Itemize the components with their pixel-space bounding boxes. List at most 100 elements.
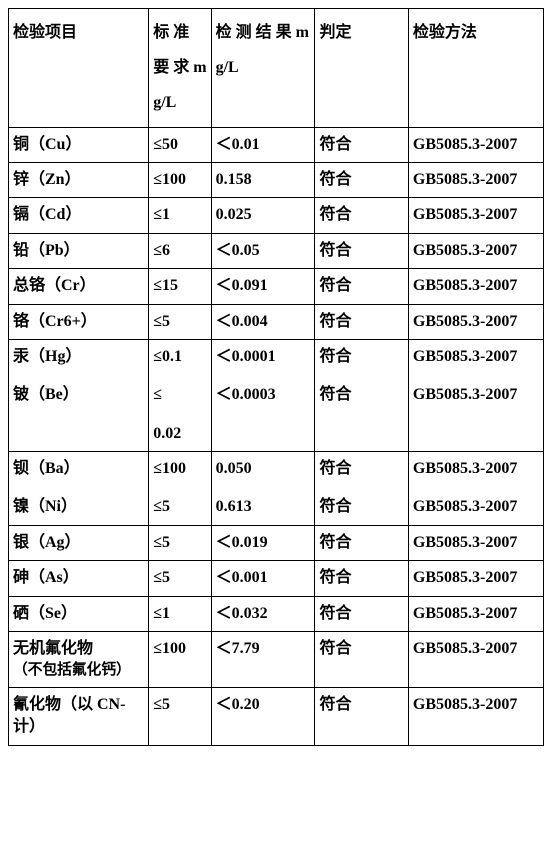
inspection-table: 检验项目 标 准 要 求 mg/L 检 测 结 果 mg/L 判定 检验方法 铜… bbox=[8, 8, 544, 746]
cell-result: ＜7.79 bbox=[211, 632, 315, 688]
cell-standard: ≤15 bbox=[149, 269, 211, 304]
cell-judge: 符合符合 bbox=[315, 452, 408, 526]
table-body: 铜（Cu）≤50＜0.01符合GB5085.3-2007锌（Zn）≤1000.1… bbox=[9, 127, 544, 745]
header-item: 检验项目 bbox=[9, 9, 149, 128]
cell-standard: ≤5 bbox=[149, 688, 211, 746]
cell-judge: 符合 bbox=[315, 162, 408, 197]
cell-line: 符合 bbox=[319, 458, 403, 480]
cell-method: GB5085.3-2007 bbox=[408, 162, 543, 197]
cell-judge: 符合 bbox=[315, 233, 408, 268]
cell-item: 硒（Se） bbox=[9, 596, 149, 631]
cell-judge: 符合 bbox=[315, 304, 408, 339]
table-row: 总铬（Cr）≤15＜0.091符合GB5085.3-2007 bbox=[9, 269, 544, 304]
cell-line: GB5085.3-2007 bbox=[413, 384, 539, 406]
cell-line: ≤100 bbox=[153, 458, 206, 480]
cell-method: GB5085.3-2007 GB5085.3-2007 bbox=[408, 339, 543, 451]
cell-standard: ≤100 ≤5 bbox=[149, 452, 211, 526]
table-row: 银（Ag）≤5＜0.019符合GB5085.3-2007 bbox=[9, 525, 544, 560]
cell-item: 汞（Hg） 铍（Be） bbox=[9, 339, 149, 451]
header-result: 检 测 结 果 mg/L bbox=[211, 9, 315, 128]
cell-item: 无机氟化物（不包括氟化钙） bbox=[9, 632, 149, 688]
cell-line: ＜0.0003 bbox=[216, 384, 311, 406]
cell-item: 铅（Pb） bbox=[9, 233, 149, 268]
cell-judge: 符合 bbox=[315, 632, 408, 688]
table-row: 无机氟化物（不包括氟化钙）≤100＜7.79符合GB5085.3-2007 bbox=[9, 632, 544, 688]
cell-item: 镉（Cd） bbox=[9, 198, 149, 233]
cell-line: 符合 bbox=[319, 496, 403, 518]
cell-line: 铍（Be） bbox=[13, 384, 144, 406]
cell-standard: ≤50 bbox=[149, 127, 211, 162]
cell-standard: ≤100 bbox=[149, 162, 211, 197]
cell-standard: ≤6 bbox=[149, 233, 211, 268]
cell-line: 符合 bbox=[319, 384, 403, 406]
cell-judge: 符合 bbox=[315, 525, 408, 560]
cell-line: 汞（Hg） bbox=[13, 346, 144, 368]
cell-result: ＜0.001 bbox=[211, 561, 315, 596]
cell-method: GB5085.3-2007 bbox=[408, 525, 543, 560]
header-standard: 标 准 要 求 mg/L bbox=[149, 9, 211, 128]
cell-line: 0.050 bbox=[216, 458, 311, 480]
cell-judge: 符合符合 bbox=[315, 339, 408, 451]
cell-item: 银（Ag） bbox=[9, 525, 149, 560]
cell-item: 铜（Cu） bbox=[9, 127, 149, 162]
cell-line: ≤ bbox=[153, 384, 206, 406]
table-row: 铅（Pb）≤6＜0.05符合GB5085.3-2007 bbox=[9, 233, 544, 268]
cell-judge: 符合 bbox=[315, 198, 408, 233]
table-row: 钡（Ba）镍（Ni）≤100≤50.0500.613符合符合GB5085.3-2… bbox=[9, 452, 544, 526]
cell-judge: 符合 bbox=[315, 688, 408, 746]
cell-standard: ≤5 bbox=[149, 304, 211, 339]
cell-judge: 符合 bbox=[315, 596, 408, 631]
cell-result: 0.158 bbox=[211, 162, 315, 197]
cell-item: 铬（Cr6+） bbox=[9, 304, 149, 339]
cell-result: 0.025 bbox=[211, 198, 315, 233]
cell-item: 锌（Zn） bbox=[9, 162, 149, 197]
cell-item: 砷（As） bbox=[9, 561, 149, 596]
header-method: 检验方法 bbox=[408, 9, 543, 128]
cell-result: ＜0.05 bbox=[211, 233, 315, 268]
table-row: 锌（Zn）≤1000.158符合GB5085.3-2007 bbox=[9, 162, 544, 197]
cell-line: ≤5 bbox=[153, 496, 206, 518]
cell-judge: 符合 bbox=[315, 269, 408, 304]
cell-line: ≤0.1 bbox=[153, 346, 206, 368]
cell-standard: ≤5 bbox=[149, 561, 211, 596]
table-row: 汞（Hg） 铍（Be） ≤0.1 ≤0.02 ＜0.0001 ＜0.0003符合符合GB5… bbox=[9, 339, 544, 451]
table-row: 硒（Se）≤1＜0.032符合GB5085.3-2007 bbox=[9, 596, 544, 631]
cell-result: ＜0.01 bbox=[211, 127, 315, 162]
cell-result: ＜0.032 bbox=[211, 596, 315, 631]
cell-line: GB5085.3-2007 bbox=[413, 346, 539, 368]
cell-line: 镍（Ni） bbox=[13, 496, 144, 518]
cell-item: 氰化物（以 CN-计） bbox=[9, 688, 149, 746]
cell-method: GB5085.3-2007 GB5085.3-2007 bbox=[408, 452, 543, 526]
cell-method: GB5085.3-2007 bbox=[408, 269, 543, 304]
cell-method: GB5085.3-2007 bbox=[408, 561, 543, 596]
cell-method: GB5085.3-2007 bbox=[408, 596, 543, 631]
cell-item: 总铬（Cr） bbox=[9, 269, 149, 304]
table-row: 铬（Cr6+）≤5＜0.004符合GB5085.3-2007 bbox=[9, 304, 544, 339]
cell-method: GB5085.3-2007 bbox=[408, 304, 543, 339]
cell-line: 钡（Ba） bbox=[13, 458, 144, 480]
cell-standard: ≤1 bbox=[149, 596, 211, 631]
cell-line: 无机氟化物 bbox=[13, 638, 144, 660]
cell-line: 0.613 bbox=[216, 496, 311, 518]
table-row: 氰化物（以 CN-计）≤5＜0.20符合GB5085.3-2007 bbox=[9, 688, 544, 746]
header-row: 检验项目 标 准 要 求 mg/L 检 测 结 果 mg/L 判定 检验方法 bbox=[9, 9, 544, 128]
table-row: 砷（As）≤5＜0.001符合GB5085.3-2007 bbox=[9, 561, 544, 596]
cell-line: ＜0.0001 bbox=[216, 346, 311, 368]
cell-line: GB5085.3-2007 bbox=[413, 496, 539, 518]
cell-line: 0.02 bbox=[153, 423, 206, 445]
cell-standard: ≤5 bbox=[149, 525, 211, 560]
cell-judge: 符合 bbox=[315, 561, 408, 596]
cell-method: GB5085.3-2007 bbox=[408, 198, 543, 233]
cell-line: GB5085.3-2007 bbox=[413, 458, 539, 480]
header-judge: 判定 bbox=[315, 9, 408, 128]
cell-method: GB5085.3-2007 bbox=[408, 688, 543, 746]
cell-result: ＜0.0001 ＜0.0003 bbox=[211, 339, 315, 451]
cell-method: GB5085.3-2007 bbox=[408, 632, 543, 688]
cell-standard: ≤100 bbox=[149, 632, 211, 688]
cell-item: 钡（Ba） 镍（Ni） bbox=[9, 452, 149, 526]
table-row: 镉（Cd）≤10.025符合GB5085.3-2007 bbox=[9, 198, 544, 233]
cell-standard: ≤0.1 ≤0.02 bbox=[149, 339, 211, 451]
cell-result: 0.050 0.613 bbox=[211, 452, 315, 526]
cell-standard: ≤1 bbox=[149, 198, 211, 233]
cell-result: ＜0.019 bbox=[211, 525, 315, 560]
